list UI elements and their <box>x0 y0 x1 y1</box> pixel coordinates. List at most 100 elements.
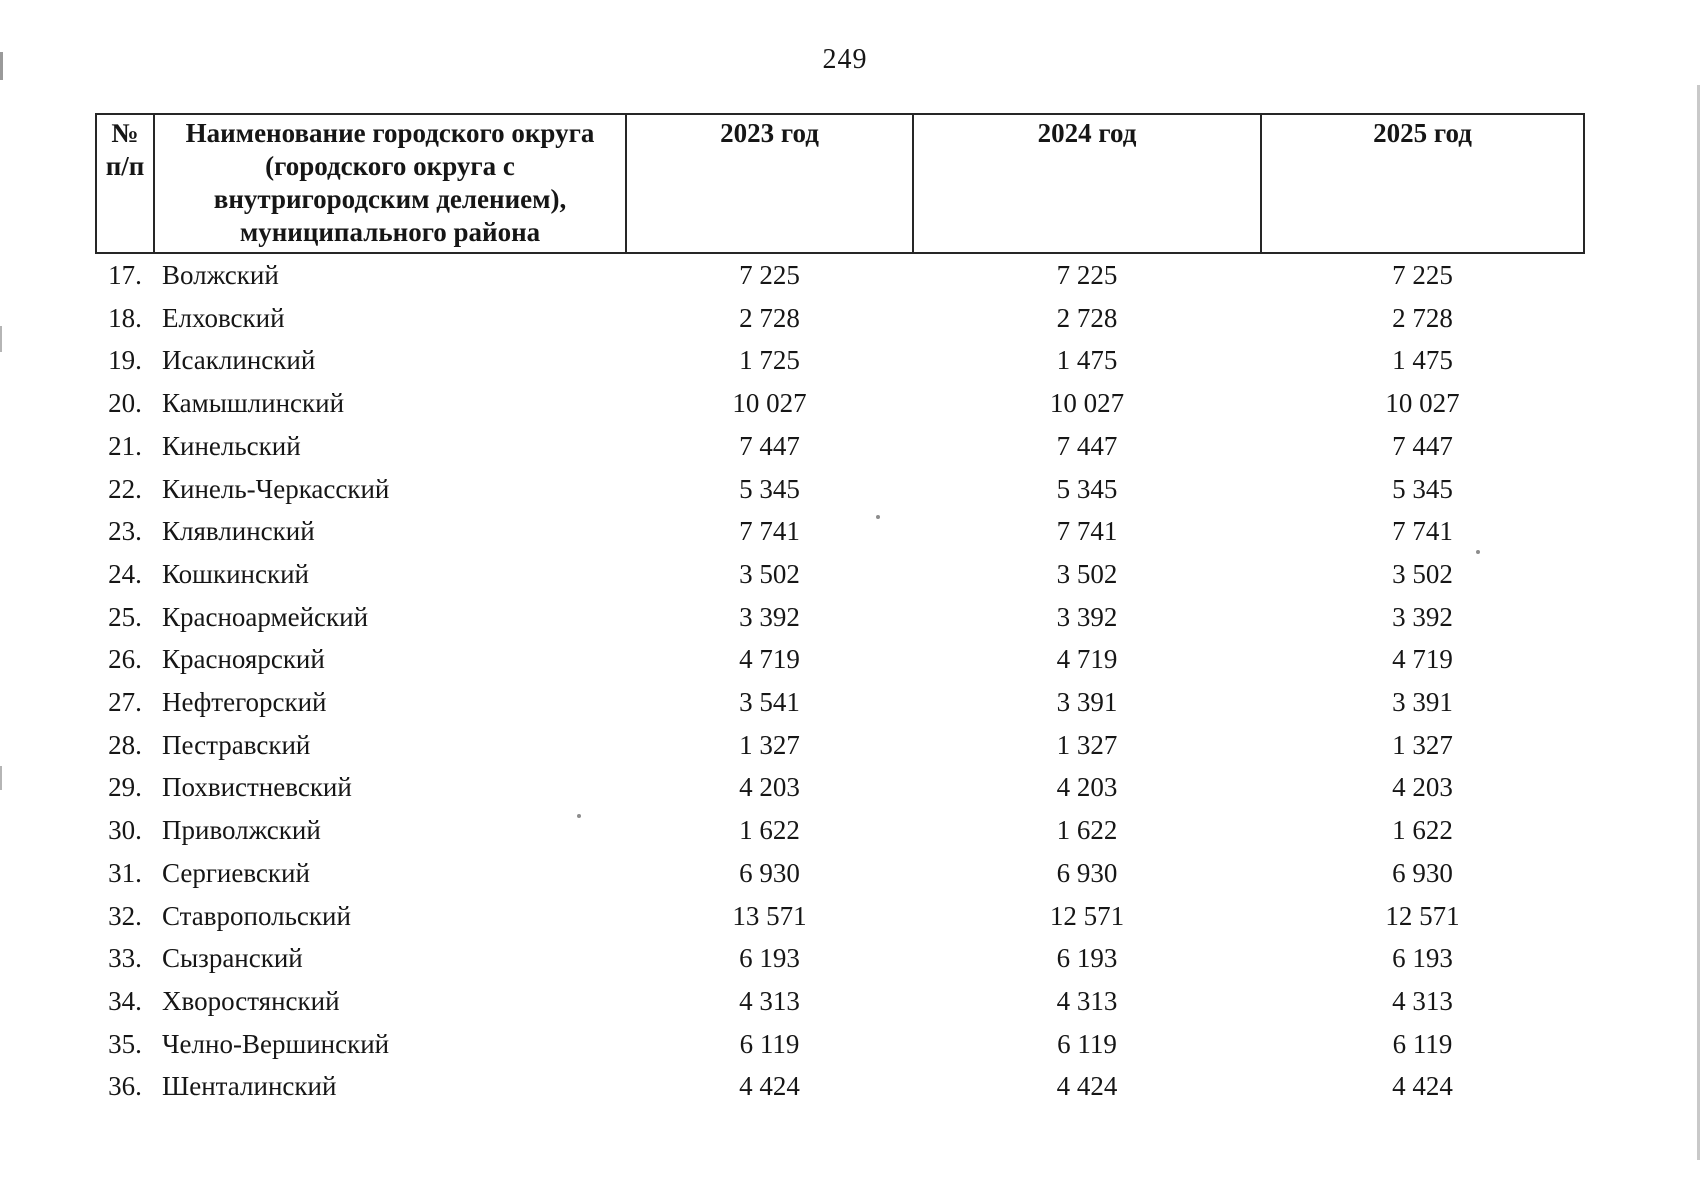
district-name: Елховский <box>162 302 285 333</box>
table-body: 17. Волжский 7 225 7 225 7 225 18. Елхов… <box>96 253 1584 1108</box>
value-2024: 4 719 <box>1056 644 1118 675</box>
row-number: 25. <box>108 601 142 632</box>
value-2023: 5 345 <box>739 473 800 504</box>
row-number: 34. <box>108 985 142 1016</box>
value-2025: 2 728 <box>1392 302 1453 333</box>
district-name: Кинельский <box>162 430 301 461</box>
value-2024: 3 502 <box>1056 558 1118 589</box>
table-row: 36. Шенталинский 4 424 4 424 4 424 <box>96 1065 1584 1108</box>
district-name: Нефтегорский <box>162 687 327 718</box>
value-2023: 4 424 <box>739 1071 800 1102</box>
value-2024: 5 345 <box>1056 473 1118 504</box>
district-name: Похвистневский <box>162 772 352 803</box>
value-2025: 1 327 <box>1392 729 1453 760</box>
value-2023: 1 725 <box>739 345 800 376</box>
table-row: 18. Елховский 2 728 2 728 2 728 <box>96 297 1584 340</box>
value-2023: 13 571 <box>732 900 807 931</box>
value-2023: 6 930 <box>739 857 800 888</box>
value-2025: 4 313 <box>1392 985 1453 1016</box>
value-2023: 1 622 <box>739 815 800 846</box>
value-2024: 6 119 <box>1057 1028 1117 1059</box>
row-number: 36. <box>108 1071 142 1102</box>
value-2025: 4 719 <box>1392 644 1453 675</box>
scan-artifact <box>577 814 581 818</box>
value-2023: 6 119 <box>739 1028 800 1059</box>
value-2025: 6 193 <box>1392 943 1453 974</box>
value-2024: 2 728 <box>1056 302 1118 333</box>
row-number: 27. <box>108 687 142 718</box>
table-header-row: № п/п Наименование городского округа (го… <box>95 113 1585 254</box>
value-2023: 3 392 <box>739 601 800 632</box>
value-2024: 3 391 <box>1056 687 1118 718</box>
row-number: 31. <box>108 857 142 888</box>
district-name: Красноярский <box>162 644 325 675</box>
value-2024: 7 225 <box>1056 260 1118 290</box>
header-municipality-name: Наименование городского округа (городско… <box>153 113 627 254</box>
table-row: 32. Ставропольский 13 571 12 571 12 571 <box>96 895 1584 938</box>
value-2023: 4 203 <box>739 772 800 803</box>
value-2024: 1 475 <box>1056 345 1118 376</box>
value-2025: 7 741 <box>1392 516 1453 547</box>
district-name: Камышлинский <box>162 388 345 419</box>
municipal-budget-table: № п/п Наименование городского округа (го… <box>95 113 1585 1108</box>
scan-artifact <box>1476 550 1480 554</box>
row-number: 22. <box>108 473 142 504</box>
row-number: 30. <box>108 815 142 846</box>
district-name: Ставропольский <box>162 900 351 931</box>
value-2023: 3 541 <box>739 687 800 718</box>
value-2025: 3 392 <box>1392 601 1453 632</box>
table-row: 21. Кинельский 7 447 7 447 7 447 <box>96 425 1584 468</box>
district-name: Шенталинский <box>162 1071 337 1102</box>
table-row: 31. Сергиевский 6 930 6 930 6 930 <box>96 852 1584 895</box>
value-2024: 4 203 <box>1056 772 1118 803</box>
value-2025: 7 447 <box>1392 430 1453 461</box>
table-row: 33. Сызранский 6 193 6 193 6 193 <box>96 937 1584 980</box>
header-year-2023: 2023 год <box>625 113 914 254</box>
value-2024: 7 447 <box>1056 430 1118 461</box>
table-row: 17. Волжский 7 225 7 225 7 225 <box>96 253 1584 297</box>
table-row: 26. Красноярский 4 719 4 719 4 719 <box>96 638 1584 681</box>
value-2025: 7 225 <box>1392 260 1453 290</box>
value-2024: 4 313 <box>1056 985 1118 1016</box>
row-number: 19. <box>108 345 142 376</box>
value-2024: 6 930 <box>1056 857 1118 888</box>
value-2023: 7 447 <box>739 430 800 461</box>
value-2024: 12 571 <box>1049 900 1125 931</box>
value-2025: 6 930 <box>1392 857 1453 888</box>
value-2023: 2 728 <box>739 302 800 333</box>
row-number: 35. <box>108 1028 142 1059</box>
table-row: 30. Приволжский 1 622 1 622 1 622 <box>96 809 1584 852</box>
value-2024: 1 327 <box>1056 729 1118 760</box>
district-name: Кошкинский <box>162 558 309 589</box>
row-number: 18. <box>108 302 142 333</box>
value-2023: 1 327 <box>739 729 800 760</box>
table-header: № п/п Наименование городского округа (го… <box>95 113 1585 254</box>
value-2025: 1 622 <box>1392 815 1453 846</box>
row-number: 29. <box>108 772 142 803</box>
district-name: Исаклинский <box>162 345 316 376</box>
value-2025: 12 571 <box>1385 900 1460 931</box>
value-2024: 4 424 <box>1056 1071 1118 1102</box>
scan-artifact <box>0 52 3 80</box>
district-name: Клявлинский <box>162 516 315 547</box>
value-2023: 6 193 <box>739 943 800 974</box>
header-year-2024: 2024 год <box>912 113 1262 254</box>
value-2023: 4 719 <box>739 644 800 675</box>
value-2025: 3 391 <box>1392 687 1453 718</box>
row-number: 24. <box>108 558 142 589</box>
value-2024: 3 392 <box>1056 601 1118 632</box>
value-2025: 5 345 <box>1392 473 1453 504</box>
scan-artifact <box>876 515 880 519</box>
row-number: 21. <box>108 430 142 461</box>
table-row: 23. Клявлинский 7 741 7 741 7 741 <box>96 510 1584 553</box>
table-row: 35. Челно-Вершинский 6 119 6 119 6 119 <box>96 1023 1584 1066</box>
value-2025: 4 424 <box>1392 1071 1453 1102</box>
value-2023: 7 741 <box>739 516 800 547</box>
value-2023: 4 313 <box>739 985 800 1016</box>
value-2024: 7 741 <box>1056 516 1118 547</box>
row-number: 32. <box>108 900 142 931</box>
row-number: 33. <box>108 943 142 974</box>
table-row: 22. Кинель-Черкасский 5 345 5 345 5 345 <box>96 468 1584 511</box>
table-row: 20. Камышлинский 10 027 10 027 10 027 <box>96 382 1584 425</box>
